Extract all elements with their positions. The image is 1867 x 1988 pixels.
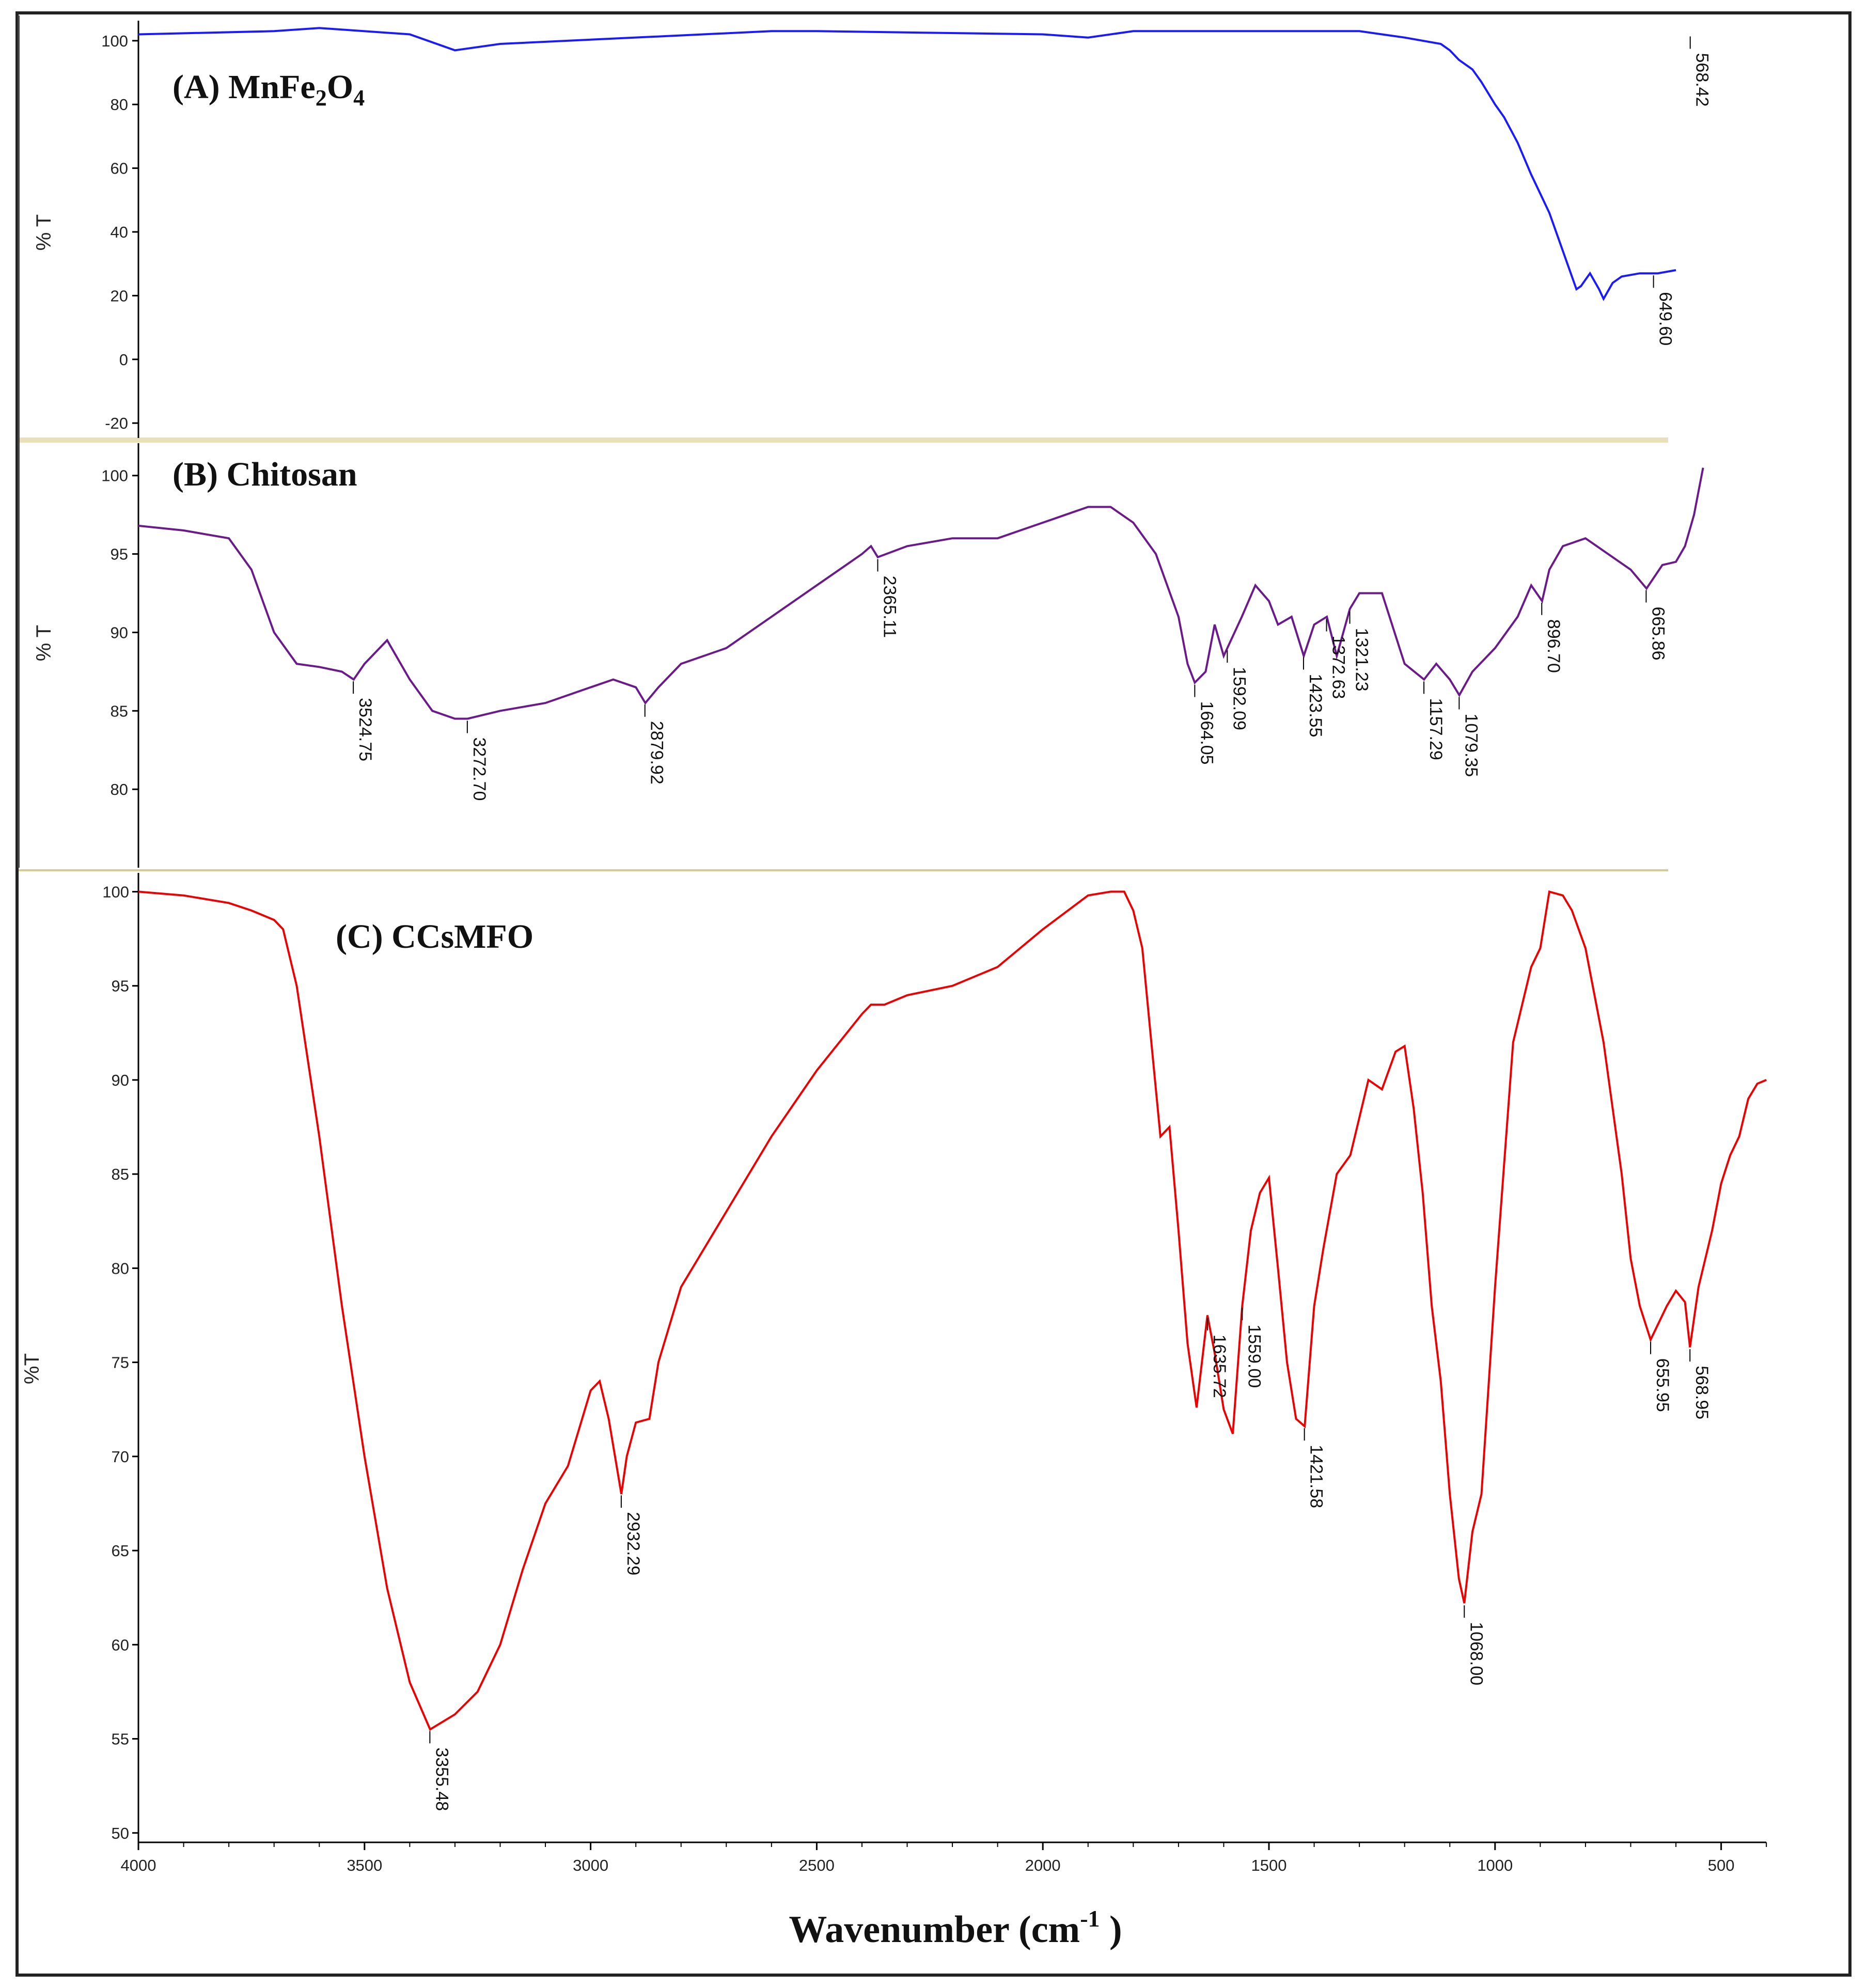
- y-tick-label: -20: [105, 414, 128, 432]
- peak-label: 568.95: [1692, 1366, 1712, 1419]
- y-tick-label: 100: [102, 883, 129, 901]
- panel-b-chitosan: 100 95 90 85 80 % T (B) Chitosan 3524.75 3272…: [33, 443, 1704, 868]
- y-tick-label: 85: [112, 1165, 129, 1183]
- y-tick-label: 90: [111, 623, 128, 641]
- peak-label: 665.86: [1648, 607, 1668, 661]
- panel-b-title: (B) Chitosan: [172, 456, 357, 493]
- panel-a-y-ticks: 100 80 60 40 20 0 -20: [101, 32, 138, 432]
- y-tick-label: 65: [112, 1542, 129, 1560]
- y-tick-label: 80: [111, 96, 128, 114]
- figure-frame: [15, 11, 1852, 1977]
- x-axis-title-sup: -1: [1080, 1905, 1100, 1932]
- panel-b-y-ticks: 100 95 90 85 80: [101, 467, 138, 799]
- peak-label: 2879.92: [647, 721, 667, 785]
- x-tick-label: 4000: [121, 1856, 156, 1874]
- peak-label: 649.60: [1656, 292, 1675, 346]
- panel-c-ccsmfo: 100 95 90 85 80 75 70 65 60 55 50 4000 3500 3000 2500…: [21, 873, 1767, 1874]
- panel-c-y-label: %T: [21, 1353, 43, 1384]
- x-tick-label: 2500: [799, 1856, 835, 1874]
- panel-a-peak-labels: 649.60 568.42: [1653, 36, 1712, 346]
- y-tick-label: 75: [112, 1354, 129, 1372]
- y-tick-label: 85: [111, 702, 128, 720]
- panel-a-y-label: % T: [33, 214, 55, 251]
- x-axis-title: Wavenumber (cm-1 ): [789, 1905, 1122, 1951]
- y-tick-label: 50: [112, 1824, 129, 1842]
- x-axis-ticks: 4000 3500 3000 2500 2000 1500 1000 500: [121, 1842, 1767, 1874]
- peak-label: 568.42: [1692, 53, 1712, 107]
- y-tick-label: 60: [112, 1636, 129, 1654]
- peak-label: 1635.72: [1210, 1335, 1229, 1398]
- y-tick-label: 95: [111, 545, 128, 563]
- y-tick-label: 80: [112, 1259, 129, 1277]
- peak-label: 1079.35: [1461, 713, 1481, 777]
- peak-label: 1664.05: [1197, 701, 1216, 765]
- peak-label: 1421.58: [1307, 1445, 1326, 1508]
- peak-label: 1068.00: [1466, 1622, 1486, 1685]
- peak-label: 1372.63: [1329, 635, 1348, 699]
- peak-label: 1321.23: [1352, 628, 1372, 692]
- panel-c-peak-labels: 3355.48 2932.29 1635.72 1559.00 1421.58 1068.…: [429, 1308, 1712, 1811]
- peak-label: 2365.11: [880, 576, 900, 638]
- y-tick-label: 55: [112, 1730, 129, 1748]
- panel-c-y-ticks: 100 95 90 85 80 75 70 65 60 55 50: [102, 883, 138, 1842]
- y-tick-label: 90: [112, 1071, 129, 1089]
- peak-label: 1592.09: [1229, 667, 1249, 730]
- peak-label: 3524.75: [355, 698, 375, 761]
- panel-b-peak-labels: 3524.75 3272.70 2879.92 2365.11 1664.05 1592.…: [353, 559, 1668, 801]
- panel-b-y-label: % T: [33, 625, 55, 661]
- peak-label: 2932.29: [623, 1512, 643, 1575]
- peak-label: 1559.00: [1244, 1324, 1264, 1388]
- y-tick-label: 60: [111, 160, 128, 178]
- x-tick-label: 500: [1708, 1856, 1735, 1874]
- peak-label: 3272.70: [469, 737, 489, 801]
- x-axis-title-main: Wavenumber (cm: [789, 1908, 1080, 1951]
- panel-c-spectrum-line: [138, 890, 1767, 1731]
- y-tick-label: 100: [101, 467, 128, 485]
- peak-label: 1423.55: [1306, 674, 1325, 737]
- y-tick-label: 0: [119, 351, 128, 369]
- x-tick-label: 1500: [1251, 1856, 1287, 1874]
- y-tick-label: 95: [112, 977, 129, 995]
- x-tick-label: 3500: [347, 1856, 382, 1874]
- y-tick-label: 40: [111, 223, 128, 241]
- y-tick-label: 100: [101, 32, 128, 50]
- panel-a-title: (A) MnFe2O4: [172, 68, 365, 111]
- peak-label: 1157.29: [1426, 698, 1446, 760]
- peak-label: 655.95: [1653, 1358, 1672, 1412]
- panel-b-spectrum-line: [138, 467, 1704, 720]
- y-tick-label: 70: [112, 1448, 129, 1466]
- x-axis-title-close: ): [1100, 1908, 1122, 1951]
- x-tick-label: 2000: [1025, 1856, 1061, 1874]
- y-tick-label: 20: [111, 287, 128, 305]
- peak-label: 3355.48: [432, 1747, 451, 1811]
- x-tick-label: 1000: [1477, 1856, 1513, 1874]
- panel-a-spectrum-line: [138, 27, 1676, 301]
- panel-c-title: (C) CCsMFO: [336, 918, 534, 956]
- panel-a-mnfe2o4: 100 80 60 40 20 0 -20 % T (A) MnFe2O4 649.60 56…: [33, 21, 1712, 438]
- x-tick-label: 3000: [573, 1856, 608, 1874]
- peak-label: 896.70: [1544, 619, 1563, 673]
- y-tick-label: 80: [111, 780, 128, 799]
